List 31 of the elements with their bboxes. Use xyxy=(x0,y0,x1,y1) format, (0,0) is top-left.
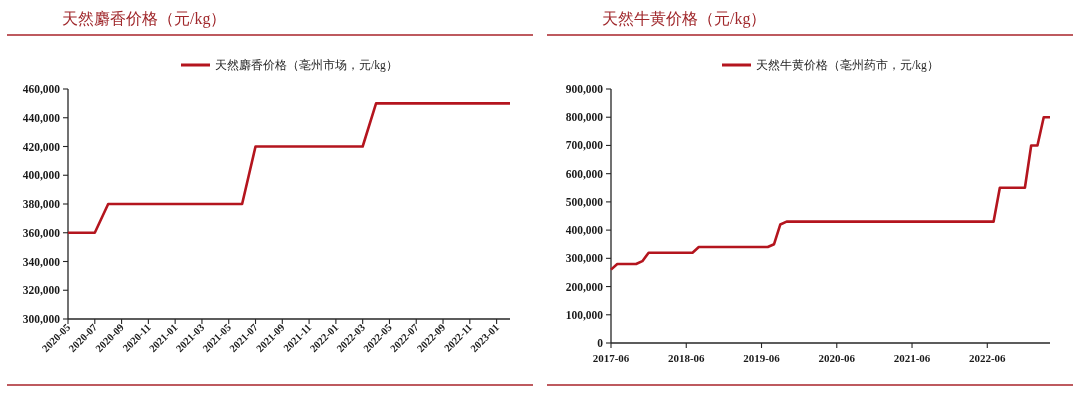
x-tick-label: 2020-06 xyxy=(818,352,856,364)
y-tick-label: 700,000 xyxy=(565,139,604,152)
chart-title: 天然牛黄价格（元/kg） xyxy=(602,10,767,28)
legend-label: 天然牛黄价格（亳州药市，元/kg） xyxy=(756,58,939,72)
y-tick-label: 100,000 xyxy=(565,308,604,321)
x-tick-label: 2018-06 xyxy=(667,352,706,364)
y-tick-label: 440,000 xyxy=(22,111,61,124)
y-tick-label: 200,000 xyxy=(565,280,604,293)
y-tick-label: 380,000 xyxy=(22,198,61,210)
chart-title: 天然麝香价格（元/kg） xyxy=(62,10,227,28)
line-series xyxy=(609,115,1052,271)
y-tick-label: 600,000 xyxy=(565,167,604,180)
legend-label: 天然麝香价格（亳州市场，元/kg） xyxy=(215,58,398,72)
y-tick-label: 500,000 xyxy=(565,195,604,208)
y-tick-label: 400,000 xyxy=(565,224,604,237)
y-tick-label: 800,000 xyxy=(565,111,604,124)
x-tick-label: 2022-06 xyxy=(968,352,1007,364)
y-tick-label: 320,000 xyxy=(22,284,61,297)
y-tick-label: 360,000 xyxy=(22,226,61,239)
x-tick-label: 2019-06 xyxy=(743,352,781,364)
y-tick-label: 460,000 xyxy=(22,83,61,95)
y-tick-label: 340,000 xyxy=(22,255,61,268)
x-tick-label: 2017-06 xyxy=(592,352,630,364)
y-tick-label: 300,000 xyxy=(22,313,61,325)
y-tick-label: 0 xyxy=(597,337,604,349)
y-tick-label: 300,000 xyxy=(565,252,604,265)
y-tick-label: 900,000 xyxy=(565,83,604,95)
line-series xyxy=(66,102,512,235)
y-tick-label: 400,000 xyxy=(22,169,61,182)
x-tick-label: 2021-06 xyxy=(893,352,931,364)
y-tick-label: 420,000 xyxy=(22,140,61,153)
